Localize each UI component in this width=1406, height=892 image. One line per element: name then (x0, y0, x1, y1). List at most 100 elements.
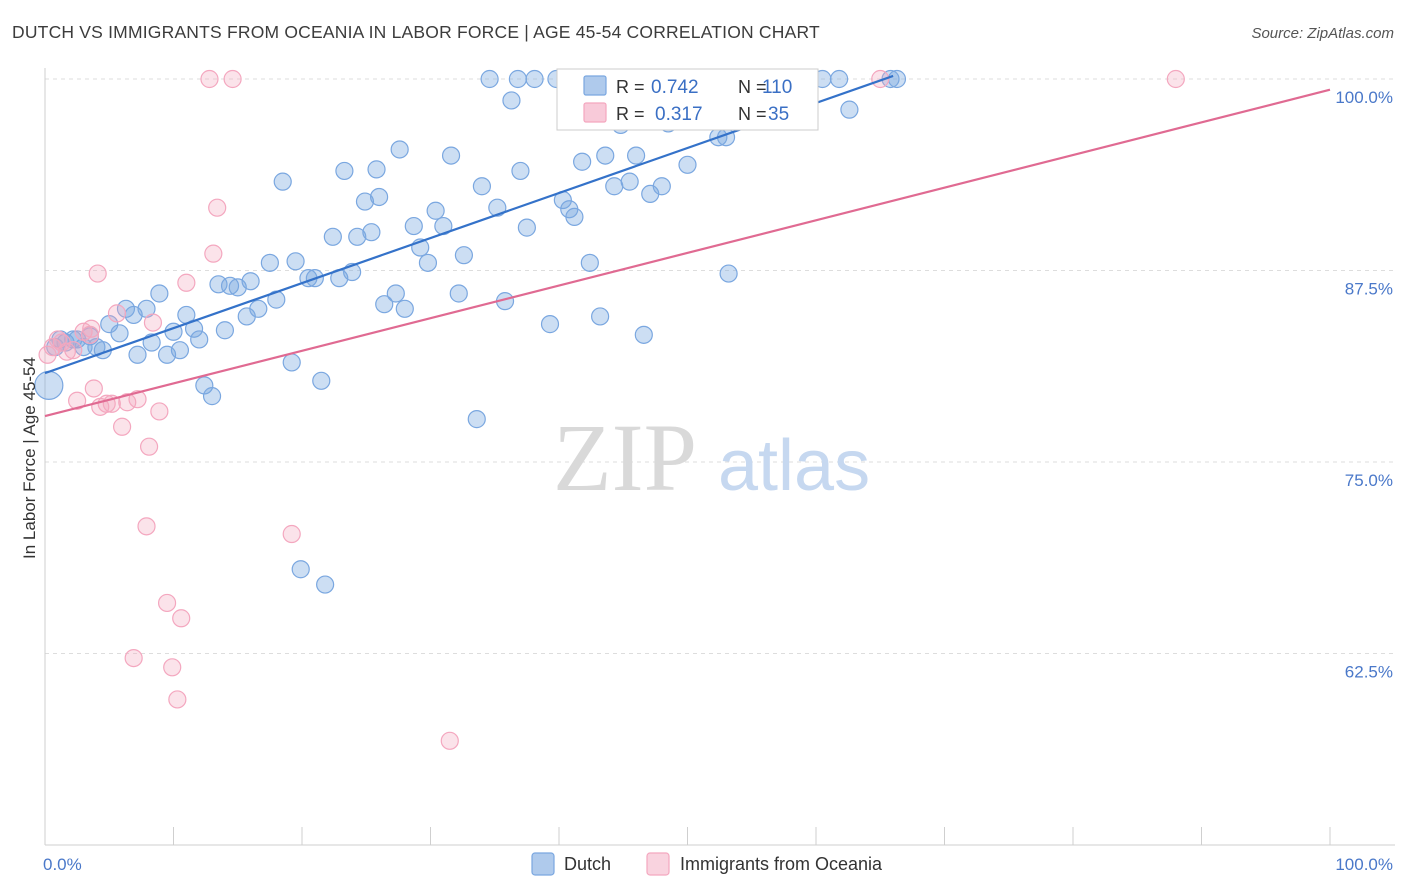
trend-line-oceania (44, 88, 1331, 418)
dutch-point (220, 276, 240, 295)
stats-box: R = 0.742 N = 110 R = 0.317 N = 35 (556, 68, 819, 131)
dutch-point (454, 246, 474, 265)
dutch-point (316, 575, 335, 594)
dutch-point (390, 140, 409, 159)
data-points (34, 69, 1185, 750)
y-tick-label-2: 75.0% (1345, 471, 1393, 490)
dutch-point (441, 146, 461, 165)
dutch-point (591, 307, 610, 326)
oceania-point (168, 690, 187, 709)
oceania-point (200, 69, 219, 89)
legend-label-dutch: Dutch (564, 854, 611, 874)
axes (44, 68, 1395, 846)
oceania-point (64, 341, 83, 360)
dutch-point (678, 155, 697, 174)
dutch-point (573, 152, 592, 171)
oceania-point (68, 391, 87, 410)
tick-labels: 100.0% 87.5% 75.0% 62.5% 0.0% 100.0% (43, 88, 1393, 874)
dutch-point (540, 315, 560, 334)
dutch-point (34, 370, 64, 400)
grid-lines (45, 78, 1395, 654)
oceania-point (57, 342, 76, 361)
stats-swatch-dutch (583, 75, 607, 96)
legend-label-oceania: Immigrants from Oceania (680, 854, 883, 874)
dutch-point (719, 264, 738, 283)
dutch-point (418, 253, 438, 272)
x-tick-label-0: 0.0% (43, 855, 82, 874)
dutch-point (291, 560, 310, 579)
dutch-point (386, 284, 405, 303)
dutch-point (375, 295, 394, 314)
stats-n-label-oceania: N = (738, 104, 767, 124)
dutch-point (335, 161, 354, 181)
oceania-point (143, 313, 163, 332)
dutch-point (565, 207, 584, 226)
watermark-zip: ZIP (553, 404, 697, 511)
dutch-point (580, 253, 599, 272)
dutch-point (190, 330, 209, 349)
dutch-point (620, 172, 639, 191)
oceania-point (871, 69, 890, 89)
oceania-point (118, 393, 137, 412)
oceania-point (163, 658, 182, 677)
dutch-point (472, 177, 491, 196)
dutch-point (525, 69, 544, 89)
oceania-point (157, 593, 177, 613)
chart-title: DUTCH VS IMMIGRANTS FROM OCEANIA IN LABO… (12, 22, 820, 42)
dutch-point (596, 146, 615, 165)
stats-n-oceania: 35 (768, 104, 789, 125)
dutch-point (355, 192, 375, 211)
dutch-point (605, 177, 624, 196)
oceania-point (82, 319, 101, 338)
dutch-point (273, 172, 292, 191)
dutch-point (517, 218, 536, 237)
legend: Dutch Immigrants from Oceania (531, 852, 883, 876)
dutch-point (209, 275, 228, 294)
x-tick-label-1: 100.0% (1335, 855, 1393, 874)
dutch-point (150, 284, 169, 303)
dutch-point (362, 223, 381, 242)
dutch-point (260, 253, 279, 272)
dutch-point (830, 69, 849, 89)
dutch-point (370, 187, 389, 207)
dutch-point (202, 387, 222, 406)
stats-r-label-oceania: R = (616, 104, 645, 124)
stats-swatch-oceania (583, 102, 607, 123)
dutch-point (426, 201, 445, 220)
stats-r-label-dutch: R = (616, 77, 645, 97)
watermark: ZIP atlas (553, 404, 870, 511)
dutch-point (323, 227, 342, 246)
oceania-point (137, 517, 156, 536)
oceania-point (172, 609, 191, 628)
dutch-point (480, 69, 499, 89)
oceania-point (80, 325, 100, 344)
dutch-point (110, 324, 129, 343)
series-oceania (38, 69, 1185, 750)
dutch-point (652, 177, 671, 196)
oceania-point (84, 379, 103, 398)
dutch-point (840, 100, 859, 119)
oceania-point (88, 264, 107, 283)
dutch-point (249, 299, 268, 318)
y-tick-label-3: 62.5% (1345, 663, 1393, 682)
dutch-point (511, 161, 530, 181)
dutch-point (170, 341, 190, 360)
oceania-point (107, 304, 127, 323)
dutch-point (348, 227, 367, 246)
oceania-point (440, 731, 459, 750)
oceania-point (139, 437, 159, 456)
y-axis-label: In Labor Force | Age 45-54 (20, 357, 39, 559)
y-tick-label-0: 100.0% (1335, 88, 1393, 107)
dutch-point (634, 325, 653, 344)
dutch-point (215, 321, 234, 340)
dutch-point (626, 146, 646, 165)
dutch-point (508, 69, 527, 89)
stats-n-label-dutch: N = (738, 77, 767, 97)
legend-swatch-dutch (531, 852, 555, 876)
dutch-point (404, 216, 423, 236)
oceania-point (150, 402, 169, 421)
dutch-point (128, 345, 147, 364)
dutch-point (282, 353, 301, 372)
dutch-point (467, 410, 486, 429)
